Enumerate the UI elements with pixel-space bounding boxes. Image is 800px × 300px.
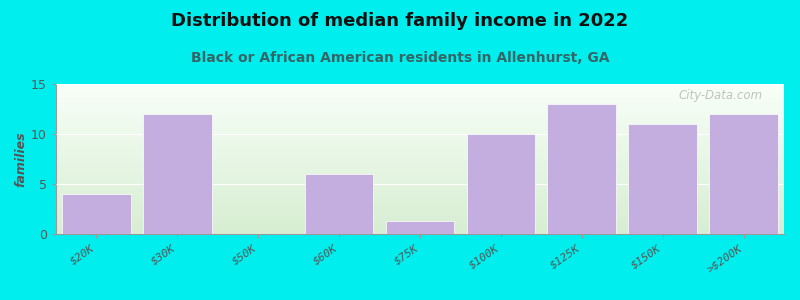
Bar [305,174,374,234]
Bar [628,124,697,234]
Text: Black or African American residents in Allenhurst, GA: Black or African American residents in A… [190,51,610,65]
Bar [547,104,616,234]
Text: Distribution of median family income in 2022: Distribution of median family income in … [171,12,629,30]
Bar [143,114,212,234]
Text: City-Data.com: City-Data.com [678,88,762,101]
Bar [466,134,535,234]
Y-axis label: families: families [14,131,27,187]
Bar [62,194,131,234]
Bar [709,114,778,234]
Bar [386,221,454,234]
